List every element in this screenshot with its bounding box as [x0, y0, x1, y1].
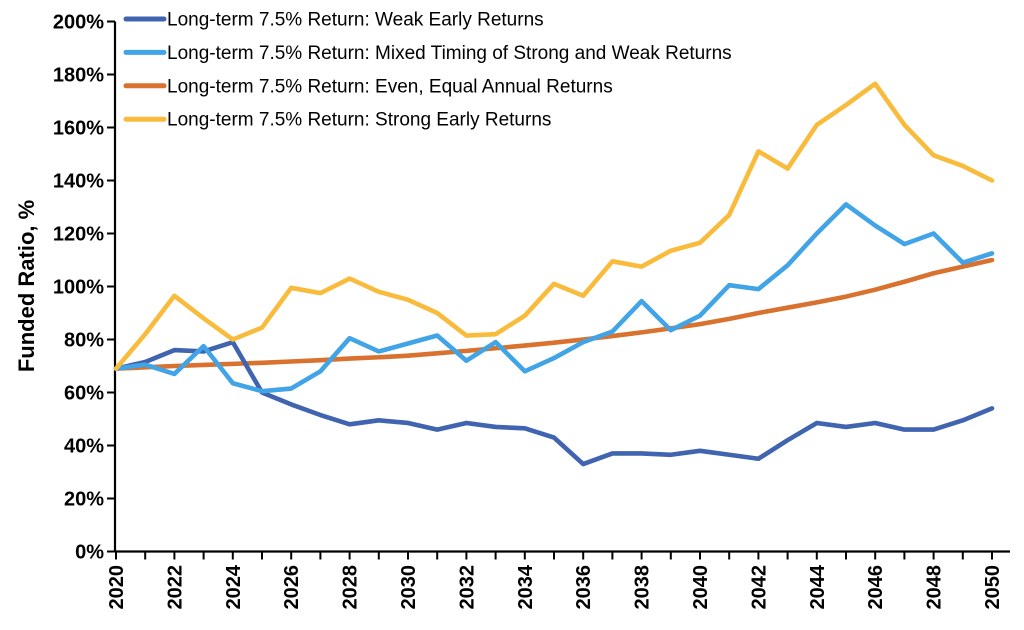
legend-item-even-equal-returns: Long-term 7.5% Return: Even, Equal Annua… [123, 76, 613, 97]
plot-area: 0% 20% 40% 60% 80% 100% 120% 140% 160% 180% 200% 20… [53, 12, 1010, 610]
x-tick-label: 2026 [281, 565, 303, 610]
legend-item-mixed-timing-returns: Long-term 7.5% Return: Mixed Timing of S… [123, 43, 732, 64]
x-tick-label: 2028 [340, 565, 362, 610]
y-tick-label: 20% [64, 489, 104, 511]
legend: Long-term 7.5% Return: Weak Early Return… [123, 10, 732, 131]
x-tick-label: 2048 [924, 565, 946, 610]
y-tick-label: 100% [53, 277, 104, 299]
legend-item-strong-early-returns: Long-term 7.5% Return: Strong Early Retu… [123, 110, 551, 131]
series-line-mixed-timing-returns [113, 202, 995, 394]
legend-label-mixed-timing-returns: Long-term 7.5% Return: Mixed Timing of S… [167, 43, 732, 64]
series-line-even-equal-returns [113, 257, 995, 371]
x-tick-label: 2034 [515, 564, 537, 609]
x-tick-label: 2038 [632, 565, 654, 610]
legend-item-weak-early-returns: Long-term 7.5% Return: Weak Early Return… [123, 10, 544, 31]
x-tick-label: 2044 [807, 564, 829, 609]
x-tick-label: 2040 [690, 565, 712, 610]
y-tick-label: 160% [53, 118, 104, 140]
x-tick-label: 2050 [982, 565, 1004, 610]
legend-label-even-equal-returns: Long-term 7.5% Return: Even, Equal Annua… [167, 76, 613, 97]
x-tick-label: 2024 [223, 564, 245, 609]
x-tick-label: 2020 [106, 565, 128, 610]
x-tick-label: 2030 [398, 565, 420, 610]
y-axis-title: Funded Ratio, % [14, 200, 39, 372]
x-tick-label: 2022 [164, 565, 186, 610]
y-tick-label: 200% [53, 12, 104, 34]
y-tick-label: 140% [53, 171, 104, 193]
y-tick-label: 180% [53, 65, 104, 87]
x-tick-label: 2042 [748, 565, 770, 610]
x-tick-label: 2032 [456, 565, 478, 610]
legend-label-weak-early-returns: Long-term 7.5% Return: Weak Early Return… [167, 10, 544, 31]
legend-label-strong-early-returns: Long-term 7.5% Return: Strong Early Retu… [167, 110, 551, 131]
y-tick-label: 80% [64, 330, 104, 352]
y-tick-label: 40% [64, 436, 104, 458]
y-tick-label: 0% [75, 542, 104, 564]
y-tick-label: 120% [53, 224, 104, 246]
x-tick-label: 2046 [865, 565, 887, 610]
x-tick-label: 2036 [573, 565, 595, 610]
series-line-strong-early-returns [113, 81, 995, 371]
y-tick-label: 60% [64, 383, 104, 405]
